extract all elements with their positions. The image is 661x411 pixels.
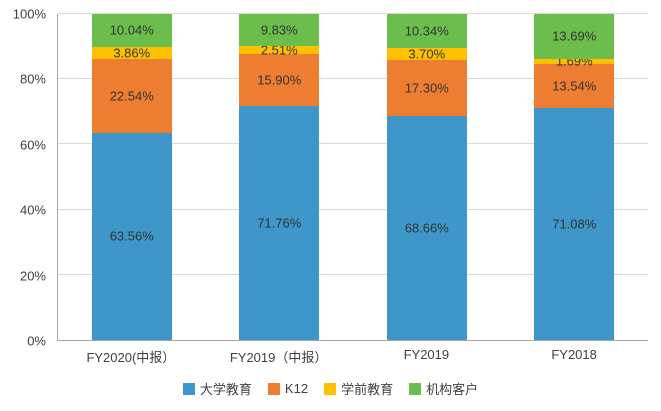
bar-segment: 10.04% xyxy=(91,14,172,47)
legend-swatch-icon xyxy=(267,382,280,395)
bar-FY2019（中报）: 71.76% 15.90% 2.51% 9.83% xyxy=(239,14,320,340)
legend-item: K12 xyxy=(267,381,309,396)
legend-label: 学前教育 xyxy=(341,382,394,397)
x-category-label: FY2020(中报） xyxy=(86,350,176,365)
legend-item: 机构客户 xyxy=(409,379,478,398)
bar-segment: 15.90% xyxy=(239,54,320,107)
bar-segment: 3.70% xyxy=(386,46,467,62)
legend-item: 大学教育 xyxy=(182,379,252,398)
segment-value-label: 10.04% xyxy=(109,22,154,38)
segment-value-label: 68.66% xyxy=(404,220,449,236)
legend-label: 机构客户 xyxy=(426,382,479,397)
y-axis: 0% 20% 40% 60% 80% 100% xyxy=(0,7,52,349)
bar-segment: 71.08% xyxy=(534,108,615,340)
bar-segment: 9.83% xyxy=(239,14,320,47)
bar-segment: 68.66% xyxy=(386,116,467,340)
segment-value-label: 63.56% xyxy=(109,228,154,244)
gridline xyxy=(58,143,648,145)
bar-segment: 22.54% xyxy=(91,59,172,133)
legend-swatch-icon xyxy=(182,382,195,395)
bar-segment: 10.34% xyxy=(386,14,467,48)
x-category-label: FY2018 xyxy=(551,347,597,362)
bar-segment: 71.76% xyxy=(239,106,320,340)
y-tick-label: 100% xyxy=(12,6,46,22)
segment-value-label: 71.08% xyxy=(552,216,597,232)
bar-segment: 63.56% xyxy=(91,132,172,340)
segment-value-label: 13.54% xyxy=(552,78,597,94)
bar-FY2020(中报）: 63.56% 22.54% 3.86% 10.04% xyxy=(91,14,172,340)
x-axis: FY2020(中报） FY2019（中报） FY2019 FY2018 xyxy=(57,347,648,366)
segment-value-label: 9.83% xyxy=(260,22,298,38)
segment-value-label: 15.90% xyxy=(257,72,302,88)
bar-segment: 13.69% xyxy=(534,14,615,59)
gridline xyxy=(58,13,648,14)
bar-segment: 1.69% xyxy=(534,54,615,69)
plot-area: 63.56% 22.54% 3.86% 10.04% 71.76% 15.90% 2.51%… xyxy=(57,13,648,341)
x-category-label: FY2019 xyxy=(403,347,450,362)
y-tick-label: 40% xyxy=(19,202,46,218)
segment-value-label: 13.69% xyxy=(552,28,597,44)
legend-item: 学前教育 xyxy=(324,379,393,398)
legend-label: 大学教育 xyxy=(199,382,252,397)
segment-value-label: 71.76% xyxy=(257,215,302,231)
bars-container: 63.56% 22.54% 3.86% 10.04% 71.76% 15.90% 2.51%… xyxy=(58,14,648,340)
x-category-label: FY2019（中报） xyxy=(229,350,328,365)
bar-segment: 13.54% xyxy=(534,64,615,109)
bar-FY2018: 71.08% 13.54% 1.69% 13.69% xyxy=(534,14,615,340)
legend-label: K12 xyxy=(284,381,309,396)
segment-value-label: 10.34% xyxy=(404,23,449,39)
y-tick-label: 80% xyxy=(19,71,46,87)
gridline xyxy=(58,273,648,275)
bar-FY2019: 68.66% 17.30% 3.70% 10.34% xyxy=(386,14,467,340)
gridline xyxy=(58,208,648,210)
gridline xyxy=(58,78,648,80)
legend-swatch-icon xyxy=(409,382,422,395)
segment-value-label: 22.54% xyxy=(109,88,154,104)
bar-segment: 3.86% xyxy=(91,45,172,61)
legend-swatch-icon xyxy=(324,382,337,395)
segment-value-label: 3.86% xyxy=(113,45,151,61)
y-tick-label: 0% xyxy=(27,333,46,349)
segment-value-label: 3.70% xyxy=(408,46,446,62)
bar-segment: 2.51% xyxy=(239,43,320,58)
segment-value-label: 17.30% xyxy=(404,80,449,96)
legend: 大学教育 K12 学前教育 机构客户 xyxy=(0,379,661,398)
y-tick-label: 20% xyxy=(19,268,46,284)
bar-segment: 17.30% xyxy=(386,59,467,117)
y-tick-label: 60% xyxy=(19,137,46,153)
